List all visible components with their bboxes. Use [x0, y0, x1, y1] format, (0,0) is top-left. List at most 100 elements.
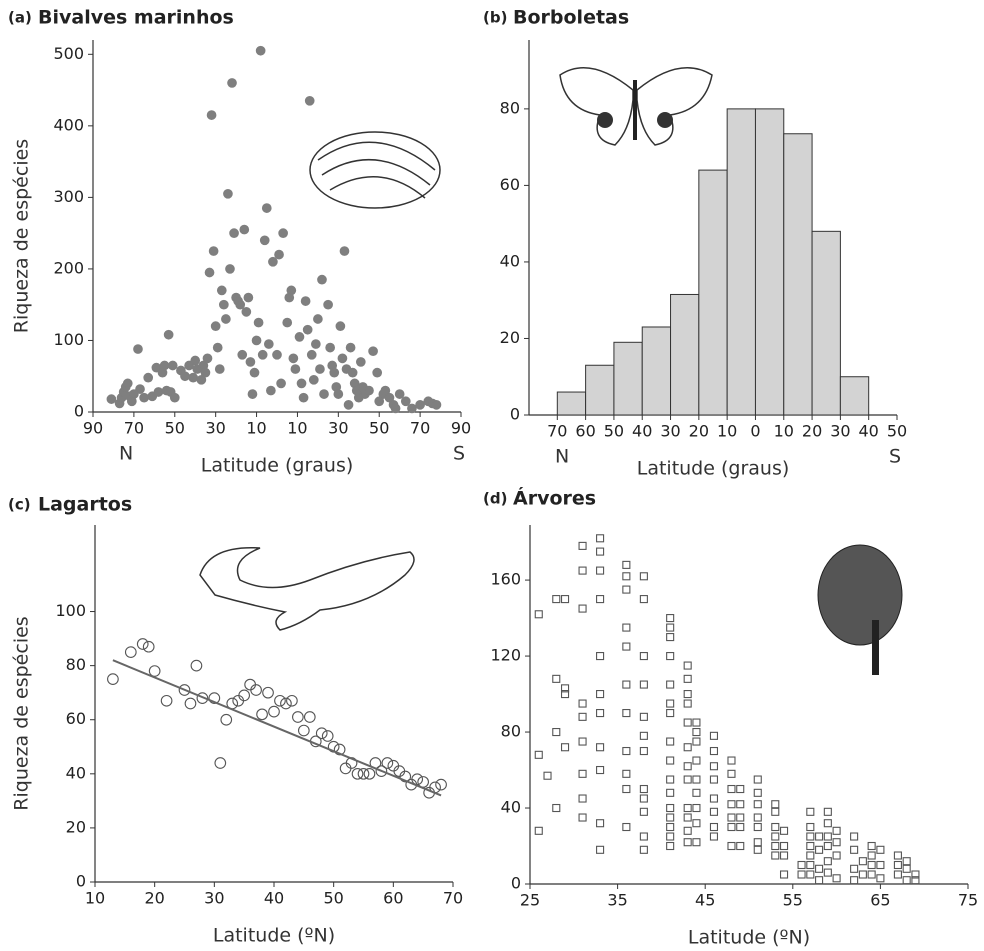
point: [666, 813, 675, 822]
point: [560, 690, 570, 699]
clam-illustration: [309, 131, 441, 209]
panel-label: (c): [8, 496, 31, 514]
point: [683, 699, 692, 708]
point: [902, 864, 911, 873]
point: [666, 841, 675, 851]
point: [727, 822, 736, 832]
point: [286, 694, 298, 707]
y-tick-label: 60: [66, 709, 86, 728]
point: [351, 767, 364, 780]
point: [534, 750, 543, 759]
point: [106, 394, 117, 404]
point: [815, 876, 824, 885]
tree-illustration: [817, 544, 903, 675]
point: [292, 711, 304, 723]
point: [771, 851, 780, 860]
point: [639, 731, 648, 740]
point: [296, 378, 307, 389]
point: [911, 876, 920, 885]
point: [823, 832, 832, 841]
point: [180, 371, 190, 382]
points: [106, 45, 442, 414]
point: [622, 784, 631, 794]
point: [806, 860, 815, 870]
point: [221, 314, 231, 324]
point: [596, 566, 605, 575]
point: [578, 769, 587, 778]
point: [683, 838, 692, 847]
point: [806, 870, 815, 879]
point: [139, 392, 149, 403]
point: [683, 743, 692, 752]
y-tick-label: 40: [501, 798, 521, 817]
point: [692, 788, 701, 797]
panel: (b) Borboletas Latitude (graus) N S 70 60 50 40 3…: [483, 7, 907, 480]
y-tick-label: 80: [500, 98, 520, 117]
point: [276, 378, 286, 389]
point: [178, 684, 191, 696]
panel-label: (a): [8, 9, 32, 27]
point: [666, 775, 675, 784]
point: [578, 813, 587, 822]
point: [622, 623, 631, 632]
wing-spot: [597, 112, 613, 128]
point: [387, 759, 400, 772]
point: [596, 708, 605, 718]
y-axis-title: Riqueza de espécies: [11, 616, 33, 810]
point: [692, 803, 701, 813]
point: [823, 841, 832, 851]
point: [709, 731, 719, 740]
point: [435, 778, 447, 791]
point: [709, 775, 719, 784]
y-tick-label: 160: [490, 570, 521, 589]
point: [578, 541, 587, 550]
point: [753, 775, 762, 784]
x-tick-label: 70: [443, 889, 463, 908]
x-tick-label: 75: [958, 891, 978, 910]
point: [683, 718, 692, 727]
x-tick-label: 20: [802, 422, 822, 441]
x-tick-label: 20: [144, 889, 164, 908]
point: [639, 784, 648, 794]
point: [294, 332, 305, 342]
points: [534, 534, 920, 885]
point: [832, 826, 841, 835]
point: [107, 673, 119, 686]
point: [692, 756, 701, 765]
point: [208, 692, 221, 704]
x-axis-title: Latitude (graus): [637, 458, 790, 480]
point: [832, 838, 841, 847]
point: [259, 235, 270, 246]
point: [274, 694, 286, 707]
point: [902, 857, 911, 866]
point: [622, 746, 631, 756]
point: [400, 396, 411, 407]
x-axis-title: Latitude (ºN): [213, 925, 335, 947]
point: [329, 367, 340, 378]
point: [317, 274, 327, 285]
panel: (d) Árvores Latitude (ºN) 25 35 45 55 65 75 0 40 80…: [483, 487, 978, 949]
point: [304, 95, 315, 106]
point: [216, 285, 227, 296]
point: [622, 680, 631, 689]
point: [153, 387, 164, 397]
point: [806, 822, 815, 832]
panel-title: Bivalves marinhos: [38, 7, 234, 29]
point: [771, 807, 780, 816]
point: [560, 684, 570, 693]
point: [196, 692, 209, 704]
point: [218, 299, 229, 310]
y-tick-label: 40: [500, 251, 520, 270]
point: [779, 870, 789, 879]
point: [308, 374, 319, 385]
x-tick-label: 45: [695, 891, 715, 910]
point: [210, 321, 221, 332]
point: [771, 800, 780, 809]
point: [666, 623, 675, 632]
x-tick-label: 10: [85, 889, 105, 908]
tree-crown: [817, 544, 903, 646]
bar: [613, 341, 643, 416]
point: [876, 874, 885, 883]
x-tick-label: 40: [264, 889, 284, 908]
point: [797, 870, 806, 879]
